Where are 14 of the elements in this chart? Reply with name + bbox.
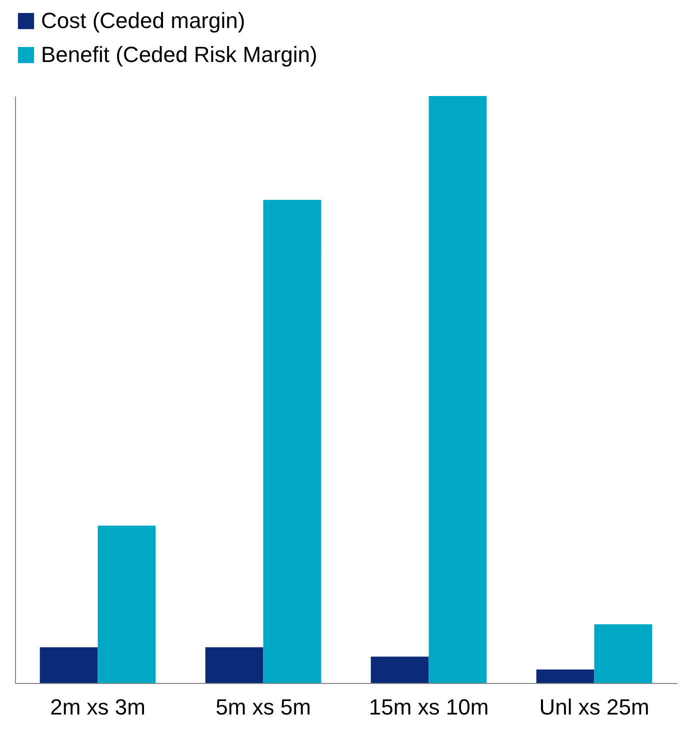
legend-label: Cost (Ceded margin) [41,8,246,33]
legend-label: Benefit (Ceded Risk Margin) [41,42,318,67]
bar [40,647,98,683]
x-tick-label: 15m xs 10m [368,694,489,720]
bar [536,670,594,683]
x-tick-label: Unl xs 25m [539,694,650,720]
x-tick-label: 2m xs 3m [50,694,146,720]
x-tick-label: 5m xs 5m [216,694,311,720]
bar [370,656,429,683]
bar [98,526,156,683]
bar [205,647,264,683]
bar [594,624,652,683]
bar [263,200,322,683]
bar [428,96,487,683]
